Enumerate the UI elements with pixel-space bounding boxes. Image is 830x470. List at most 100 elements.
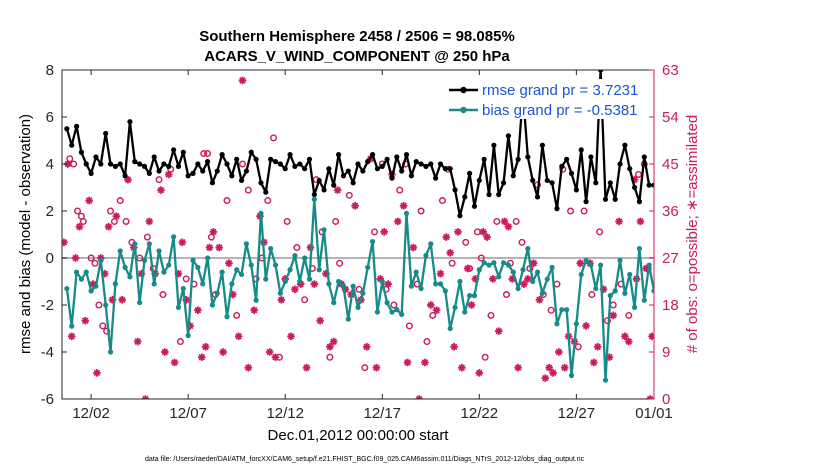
rmse-series-point bbox=[141, 163, 148, 169]
obs-assimilated-point bbox=[67, 332, 76, 341]
obs-possible-point bbox=[200, 150, 208, 158]
bias-series-point bbox=[146, 241, 152, 247]
bias-series-point bbox=[705, 291, 710, 296]
rmse-series-point bbox=[355, 161, 361, 167]
bias-series-point bbox=[457, 278, 463, 285]
rmse-series-point bbox=[573, 187, 579, 193]
obs-possible-point bbox=[326, 353, 334, 361]
obs-assimilated-point bbox=[504, 222, 513, 231]
rmse-series-point bbox=[389, 175, 395, 181]
rmse-series-point bbox=[253, 156, 259, 162]
bias-series-point bbox=[340, 283, 347, 289]
chart-title: Southern Hemisphere 2458 / 2506 = 98.085… bbox=[199, 28, 515, 45]
bias-series-point bbox=[530, 278, 536, 285]
rmse-series-point bbox=[651, 182, 654, 188]
bias-series-point bbox=[549, 264, 555, 270]
bias-series-point bbox=[171, 234, 177, 240]
y-tick-right-label: 9 bbox=[662, 344, 670, 361]
bias-series-point bbox=[491, 260, 497, 266]
y-tick-left-label: 6 bbox=[46, 109, 54, 126]
obs-assimilated-point bbox=[403, 358, 412, 367]
obs-assimilated-point bbox=[351, 201, 359, 210]
rmse-series-point bbox=[510, 173, 516, 179]
rmse-series-point bbox=[73, 123, 80, 129]
y-tick-right-label: 27 bbox=[662, 250, 679, 267]
bias-series-point bbox=[578, 271, 584, 278]
bias-series-point bbox=[219, 269, 225, 275]
bias-series-point bbox=[321, 227, 327, 233]
obs-assimilated-point bbox=[432, 306, 441, 315]
rmse-series-point bbox=[433, 175, 439, 181]
rmse-series-point bbox=[98, 161, 104, 167]
bias-series-point bbox=[525, 246, 531, 252]
obs-assimilated-point bbox=[104, 222, 113, 231]
obs-assimilated-point bbox=[93, 369, 101, 377]
bias-series-point bbox=[544, 276, 550, 282]
rmse-series-point bbox=[335, 152, 342, 158]
rmse-series-point bbox=[292, 163, 298, 169]
bias-series-point bbox=[447, 325, 453, 332]
obs-possible-point bbox=[596, 228, 604, 236]
obs-assimilated-point bbox=[483, 233, 491, 241]
obs-assimilated-point bbox=[197, 353, 206, 362]
bias-series-point bbox=[462, 309, 468, 315]
obs-assimilated-point bbox=[178, 238, 187, 247]
obs-assimilated-point bbox=[326, 342, 334, 351]
bias-series-point bbox=[306, 276, 313, 282]
obs-assimilated-point bbox=[399, 201, 408, 210]
rmse-series-point bbox=[234, 156, 240, 162]
obs-assimilated-point bbox=[164, 170, 173, 179]
tick-layer: 12/02 12/07 12/12 12/17 12/22 12/27 01/01 -6 -4 -… bbox=[41, 62, 679, 422]
rmse-series-point bbox=[753, 185, 758, 190]
bias-series-point bbox=[311, 196, 317, 202]
rmse-series-point bbox=[452, 187, 458, 193]
rmse-series-point bbox=[607, 180, 613, 186]
rmse-series-point bbox=[559, 163, 565, 169]
obs-possible-point bbox=[244, 186, 252, 194]
rmse-series-point bbox=[734, 166, 739, 171]
obs-assimilated-point bbox=[560, 363, 569, 372]
obs-assimilated-point bbox=[372, 363, 381, 372]
bias-series-point bbox=[573, 321, 579, 327]
rmse-series-point bbox=[277, 161, 283, 167]
obs-assimilated-point bbox=[157, 186, 165, 194]
rmse-series-point bbox=[302, 166, 308, 172]
legend-rmse-marker bbox=[460, 86, 467, 94]
obs-possible-point bbox=[487, 311, 495, 319]
rmse-series-point bbox=[263, 189, 269, 195]
rmse-series-point bbox=[530, 177, 536, 184]
y-tick-left-label: 2 bbox=[46, 203, 54, 220]
y-tick-right-label: 45 bbox=[662, 156, 679, 173]
bias-series-point bbox=[282, 278, 288, 285]
rmse-series-point bbox=[549, 180, 555, 186]
rmse-series-point bbox=[78, 149, 85, 155]
obs-assimilated-point bbox=[310, 280, 319, 288]
obs-assimilated-point bbox=[421, 358, 429, 367]
rmse-series-point bbox=[539, 142, 545, 148]
bias-series-point bbox=[175, 304, 182, 310]
rmse-series-point bbox=[316, 177, 322, 184]
rmse-series-point bbox=[229, 173, 235, 179]
rmse-series-point bbox=[773, 161, 778, 166]
bias-series-point bbox=[253, 297, 259, 303]
bias-series-point bbox=[272, 262, 279, 268]
obs-possible-point bbox=[283, 217, 291, 225]
rmse-series-point bbox=[641, 154, 647, 160]
bias-series-point bbox=[287, 267, 293, 273]
bias-series-point bbox=[505, 262, 512, 268]
legend-box bbox=[442, 79, 647, 119]
rmse-series-point bbox=[399, 168, 405, 174]
bias-series-point bbox=[748, 251, 753, 256]
obs-assimilated-point bbox=[467, 301, 476, 309]
bias-series-point bbox=[593, 285, 599, 292]
obs-assimilated-point bbox=[541, 374, 550, 382]
bias-series-point bbox=[471, 293, 478, 299]
obs-assimilated-point bbox=[549, 369, 557, 377]
rmse-series-point bbox=[500, 180, 507, 186]
obs-assimilated-point bbox=[209, 228, 218, 236]
obs-possible-point bbox=[396, 186, 404, 194]
obs-assimilated-point bbox=[520, 280, 528, 288]
obs-assimilated-point bbox=[415, 395, 423, 399]
bias-series-line bbox=[65, 198, 654, 382]
